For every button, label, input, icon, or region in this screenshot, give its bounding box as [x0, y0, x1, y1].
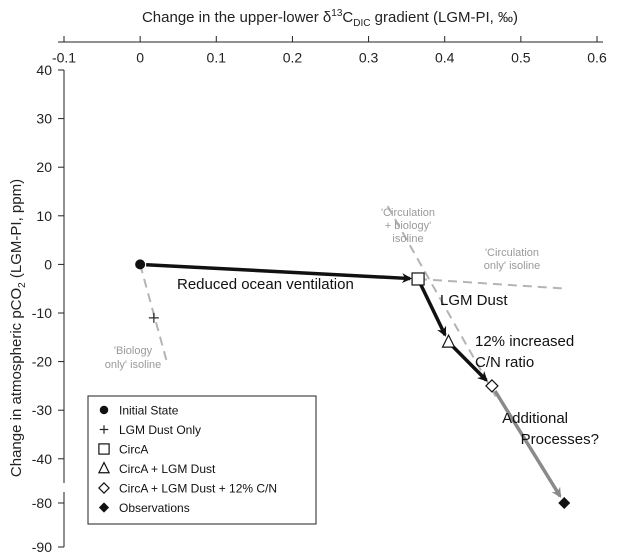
- annotation-dust: LGM Dust: [440, 292, 508, 309]
- y-axis-title: Change in atmospheric pCO2 (LGM-PI, ppm): [8, 179, 28, 477]
- data-point-open-square: [98, 443, 110, 455]
- x-tick-label: 0.4: [435, 49, 455, 65]
- legend-label: LGM Dust Only: [119, 423, 201, 437]
- annotation-circonly-line1: 'Circulation: [485, 247, 539, 259]
- data-point-open-triangle: [97, 461, 111, 474]
- annotation-biology-line2: only' isoline: [105, 359, 162, 371]
- data-point-open-triangle: [441, 333, 456, 348]
- legend: Initial State LGM Dust Only CircA CircA + L…: [87, 395, 317, 525]
- y-axis: 40 30 20 10 0 -10 -20 -30 -40 -80 -90: [32, 62, 65, 555]
- x-tick-label: 0.3: [359, 49, 379, 65]
- x-tick-label: -0.1: [52, 49, 76, 65]
- y-tick-label: 40: [36, 62, 52, 78]
- y-tick-label: 10: [36, 208, 52, 224]
- arrow: [419, 283, 447, 337]
- annotation-biology-line1: 'Biology: [114, 345, 153, 357]
- legend-label: Initial State: [119, 404, 179, 418]
- x-tick-label: 0.5: [511, 49, 531, 65]
- x-tick-label: 0.2: [283, 49, 303, 65]
- annotation-ventilation: Reduced ocean ventilation: [177, 276, 354, 293]
- y-tick-label: 0: [44, 256, 52, 272]
- annotation-circonly-line2: only' isoline: [484, 260, 541, 272]
- annotations: Reduced ocean ventilation LGM Dust 12% i…: [105, 207, 599, 448]
- annotation-additional-line1: Additional: [502, 410, 568, 427]
- data-points: [135, 259, 571, 509]
- x-tick-label: 0: [136, 49, 144, 65]
- annotation-additional-line2: Processes?: [521, 431, 599, 448]
- data-point-open-diamond: [98, 482, 110, 494]
- x-axis-title: Change in the upper-lower δ13CDIC gradie…: [142, 8, 518, 29]
- data-point-plus: [148, 312, 159, 323]
- annotation-cn-line2: C/N ratio: [475, 354, 534, 371]
- legend-box: [87, 395, 317, 525]
- annotation-circbio-line3: isoline: [392, 233, 423, 245]
- data-point-filled-diamond: [98, 502, 110, 513]
- data-point-filled-circle: [135, 259, 146, 270]
- x-tick-label: 0.6: [587, 49, 607, 65]
- data-point-plus: [99, 425, 109, 434]
- annotation-circbio-line1: 'Circulation: [381, 207, 435, 219]
- y-tick-label: -40: [32, 451, 52, 467]
- isoline: [386, 205, 499, 401]
- annotation-circbio-line2: + biology': [385, 220, 431, 232]
- x-tick-label: 0.1: [207, 49, 227, 65]
- isoline: [417, 277, 567, 290]
- annotation-cn-line1: 12% increased: [475, 333, 574, 350]
- legend-label: CircA + LGM Dust + 12% C/N: [119, 482, 277, 496]
- legend-label: CircA: [119, 443, 148, 457]
- data-point-open-diamond: [485, 379, 499, 393]
- legend-label: CircA + LGM Dust: [119, 462, 216, 476]
- data-point-filled-diamond: [558, 497, 571, 509]
- y-tick-label: -10: [32, 305, 52, 321]
- data-point-open-square: [411, 272, 425, 286]
- legend-label: Observations: [119, 501, 190, 515]
- x-axis: -0.1 0 0.1 0.2 0.3 0.4 0.5 0.6: [52, 36, 607, 65]
- arrows: [146, 262, 562, 498]
- data-point-filled-circle: [99, 405, 109, 415]
- y-tick-label: -20: [32, 354, 52, 370]
- arrow: [146, 262, 413, 284]
- y-tick-label: -30: [32, 402, 52, 418]
- y-tick-label: 20: [36, 159, 52, 175]
- arrow: [493, 390, 562, 498]
- arrow: [451, 345, 488, 382]
- y-tick-label: -80: [32, 495, 52, 511]
- y-tick-label: -90: [32, 539, 52, 555]
- y-tick-label: 30: [36, 111, 52, 127]
